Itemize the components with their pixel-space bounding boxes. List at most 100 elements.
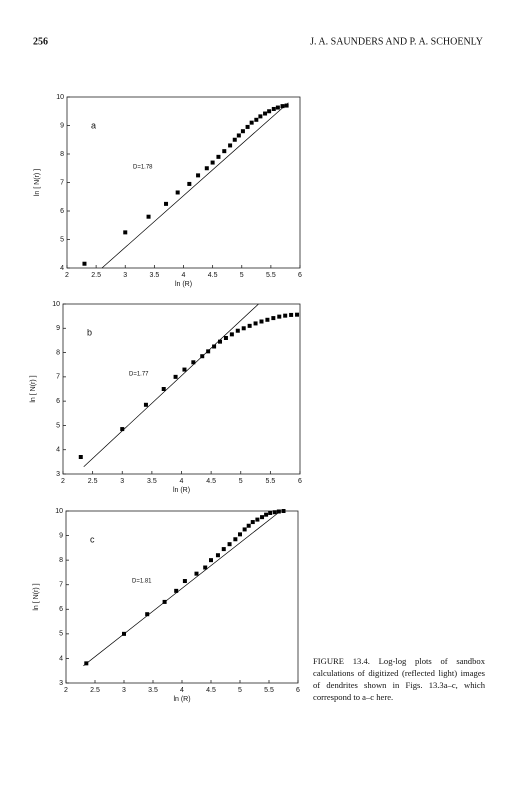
x-tick-label: 6	[296, 687, 300, 694]
x-tick-label: 4.5	[206, 687, 216, 694]
x-axis-label: ln (R)	[175, 281, 192, 288]
data-point	[120, 427, 125, 432]
x-tick-label: 2	[61, 478, 65, 485]
data-point	[187, 181, 192, 186]
data-point	[259, 319, 264, 324]
x-tick-label: 5.5	[264, 687, 274, 694]
x-tick-label: 3	[122, 687, 126, 694]
y-tick-label: 8	[56, 349, 60, 356]
fit-line	[83, 510, 281, 667]
data-point	[254, 117, 259, 122]
data-point	[277, 314, 282, 319]
data-point	[271, 106, 276, 111]
y-tick-label: 10	[56, 94, 64, 101]
data-point	[218, 339, 223, 344]
y-tick-label: 5	[59, 631, 63, 638]
x-tick-label: 5	[240, 272, 244, 279]
data-point	[281, 509, 286, 513]
data-point	[258, 114, 263, 119]
data-point	[204, 166, 209, 171]
x-tick-label: 2	[65, 272, 69, 279]
data-point	[223, 336, 228, 340]
y-tick-label: 3	[59, 680, 63, 687]
data-point	[264, 512, 269, 517]
data-point	[173, 374, 178, 379]
data-point	[253, 321, 258, 326]
data-point	[203, 565, 208, 570]
data-point	[267, 109, 272, 114]
y-tick-label: 10	[52, 301, 60, 308]
y-tick-label: 9	[56, 325, 60, 332]
data-point	[82, 261, 87, 266]
data-point	[268, 510, 273, 515]
plot-frame	[62, 303, 301, 475]
x-tick-label: 3	[123, 272, 127, 279]
y-axis-label: ln [ N(r) ]	[30, 375, 37, 402]
fit-annotation: D=1.78	[133, 165, 153, 171]
data-point	[145, 612, 150, 617]
data-point	[164, 201, 169, 206]
x-tick-label: 2.5	[88, 478, 98, 485]
fit-annotation: D=1.81	[132, 579, 152, 585]
x-tick-label: 2.5	[90, 687, 100, 694]
data-point	[212, 344, 217, 349]
x-tick-label: 6	[298, 272, 302, 279]
y-tick-label: 5	[56, 422, 60, 429]
data-point	[209, 558, 213, 563]
y-axis-label: ln [ N(r) ]	[34, 169, 41, 196]
data-point	[229, 332, 234, 337]
data-point	[241, 326, 246, 331]
data-point	[283, 313, 288, 318]
x-tick-label: 2	[64, 687, 68, 694]
x-tick-label: 4.5	[206, 478, 216, 485]
data-point	[161, 387, 166, 391]
y-tick-label: 4	[56, 447, 60, 454]
data-point	[265, 317, 270, 322]
x-tick-label: 2.5	[91, 272, 101, 279]
y-tick-label: 6	[60, 208, 64, 215]
data-point	[123, 230, 128, 235]
panel-label: b	[87, 327, 92, 337]
data-point	[222, 149, 227, 154]
y-tick-label: 4	[60, 265, 64, 272]
data-point	[236, 133, 241, 138]
data-point	[280, 104, 285, 109]
x-tick-label: 5.5	[266, 478, 276, 485]
y-tick-label: 7	[60, 179, 64, 186]
x-tick-label: 5.5	[266, 272, 276, 279]
x-tick-label: 5	[238, 687, 242, 694]
panel-label: a	[91, 120, 96, 130]
data-point	[182, 367, 187, 372]
data-point	[175, 190, 180, 195]
data-point	[221, 547, 226, 552]
data-point	[249, 120, 254, 125]
data-point	[238, 532, 242, 537]
data-point	[260, 515, 265, 520]
running-head: J. A. SAUNDERS AND P. A. SCHOENLY	[310, 36, 483, 47]
data-point	[174, 588, 179, 593]
data-point	[143, 402, 148, 407]
y-tick-label: 8	[60, 151, 64, 158]
data-point	[232, 137, 237, 142]
data-point	[289, 312, 294, 317]
data-point	[276, 509, 281, 514]
data-point	[216, 154, 221, 159]
fit-line	[101, 102, 289, 269]
data-point	[122, 631, 126, 636]
data-point	[227, 542, 232, 547]
data-point	[194, 571, 199, 576]
x-tick-label: 3.5	[150, 272, 160, 279]
data-point	[250, 520, 255, 525]
data-point	[215, 553, 220, 558]
data-point	[242, 527, 247, 532]
data-point	[206, 349, 211, 354]
y-tick-label: 10	[55, 508, 63, 515]
data-point	[272, 510, 277, 515]
y-axis-label: ln [ N(r) ]	[33, 583, 40, 610]
data-point	[235, 328, 240, 333]
y-tick-label: 8	[59, 557, 63, 564]
y-tick-label: 5	[60, 236, 64, 243]
data-point	[255, 517, 260, 522]
